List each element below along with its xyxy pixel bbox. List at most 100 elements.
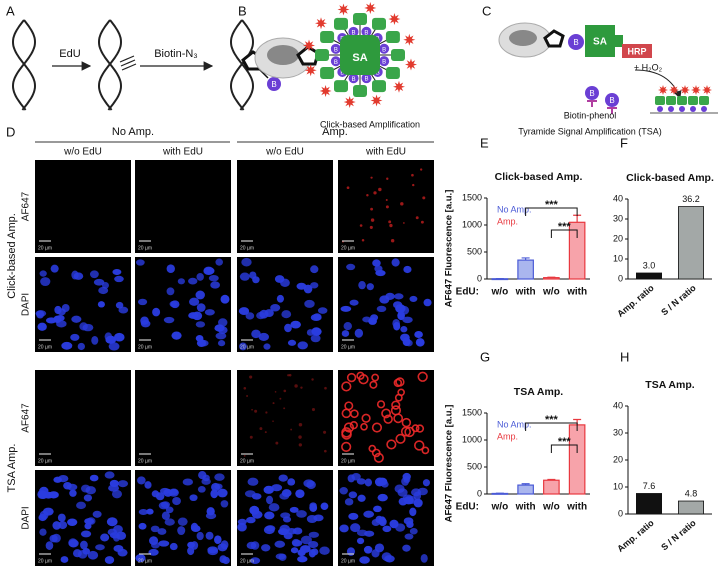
nucleus xyxy=(264,511,275,520)
caption: Tyramide Signal Amplification (TSA) xyxy=(518,126,662,136)
nucleus xyxy=(136,259,145,266)
nucleus xyxy=(68,539,79,548)
nucleus xyxy=(297,341,308,350)
streptavidin xyxy=(677,96,687,105)
nucleus xyxy=(263,343,271,350)
nucleus xyxy=(87,550,99,560)
nucleus xyxy=(320,502,329,511)
nucleus xyxy=(264,309,274,317)
significance-bracket xyxy=(525,207,578,216)
significance-bracket xyxy=(550,229,578,238)
dna-strand xyxy=(229,19,255,111)
y-tick-label: 30 xyxy=(613,213,623,223)
nucleus xyxy=(93,278,105,286)
nucleus xyxy=(391,258,400,267)
nucleus xyxy=(317,307,328,314)
signal xyxy=(288,373,292,377)
nucleus xyxy=(287,339,297,346)
nucleus xyxy=(171,331,182,340)
fluorophore xyxy=(393,80,405,93)
nucleus xyxy=(195,290,205,300)
bar xyxy=(543,277,560,280)
signal xyxy=(361,238,365,242)
signal xyxy=(358,374,369,385)
signal xyxy=(394,393,403,402)
signal xyxy=(411,424,420,433)
value-label: 7.6 xyxy=(643,481,656,491)
nucleus xyxy=(312,327,321,335)
signal xyxy=(341,381,352,392)
nucleus xyxy=(210,281,221,289)
error-bar xyxy=(521,483,530,486)
nucleus xyxy=(48,491,59,499)
signal xyxy=(272,402,275,405)
nucleus xyxy=(169,300,178,308)
x-tick-label: with xyxy=(566,287,587,298)
biotin-label: B xyxy=(382,47,386,53)
nucleus xyxy=(195,321,206,328)
y-tick-label: 500 xyxy=(467,246,482,256)
streptavidin-label: SA xyxy=(352,52,367,64)
biotin xyxy=(361,73,372,84)
nucleus xyxy=(140,320,151,328)
signal xyxy=(370,176,373,179)
nucleus xyxy=(371,519,381,527)
scale-bar-label: 20 µm xyxy=(341,458,355,464)
scale-bar-label: 20 µm xyxy=(138,245,152,251)
nucleus xyxy=(197,486,206,493)
signal xyxy=(290,428,293,431)
nucleus xyxy=(358,280,366,290)
biotin-label: B xyxy=(364,30,368,36)
nucleus xyxy=(39,270,47,277)
panel-label: C xyxy=(482,3,491,18)
nucleus xyxy=(205,531,214,540)
nucleus xyxy=(370,314,379,321)
nucleus xyxy=(420,553,428,563)
streptavidin xyxy=(320,31,335,43)
nucleus xyxy=(108,484,120,492)
nucleus xyxy=(300,545,311,553)
nucleus xyxy=(268,503,280,512)
micrograph xyxy=(237,160,333,253)
column-label: w/o EdU xyxy=(63,147,102,158)
signal xyxy=(415,216,419,220)
nucleus xyxy=(217,340,226,347)
nucleus xyxy=(379,295,390,304)
column-label: with EdU xyxy=(365,147,406,158)
nucleus xyxy=(409,295,418,303)
signal xyxy=(249,435,253,439)
signal xyxy=(376,400,386,409)
nucleus xyxy=(348,491,358,499)
nucleus xyxy=(117,548,128,557)
nucleus xyxy=(363,510,375,518)
nucleus xyxy=(172,496,181,506)
scale-bar-label: 20 µm xyxy=(240,245,254,251)
nucleus xyxy=(67,518,78,526)
nucleus xyxy=(394,293,404,300)
nucleus xyxy=(306,514,318,523)
y-tick-label: 0 xyxy=(618,273,623,283)
x-tick-label: w/o xyxy=(542,502,560,513)
y-tick-label: 0 xyxy=(618,508,623,518)
nucleus xyxy=(138,522,147,530)
nucleus xyxy=(290,547,299,554)
nucleus xyxy=(343,322,352,331)
biotin-label: B xyxy=(340,71,344,77)
signal xyxy=(390,238,395,243)
signal xyxy=(385,205,389,209)
streptavidin xyxy=(385,67,400,79)
nucleus xyxy=(310,265,319,274)
signal xyxy=(389,223,393,228)
significance-label: *** xyxy=(545,414,559,426)
signal xyxy=(298,443,302,447)
signal xyxy=(243,386,247,390)
nucleus xyxy=(261,544,271,552)
signal xyxy=(298,435,302,439)
nucleus xyxy=(422,479,430,487)
biotin xyxy=(361,26,372,37)
nucleus xyxy=(117,480,129,488)
nucleus xyxy=(205,512,217,520)
enzyme-label: HRP xyxy=(627,46,646,56)
nucleus xyxy=(73,272,84,280)
legend-entry: Amp. xyxy=(497,431,518,441)
